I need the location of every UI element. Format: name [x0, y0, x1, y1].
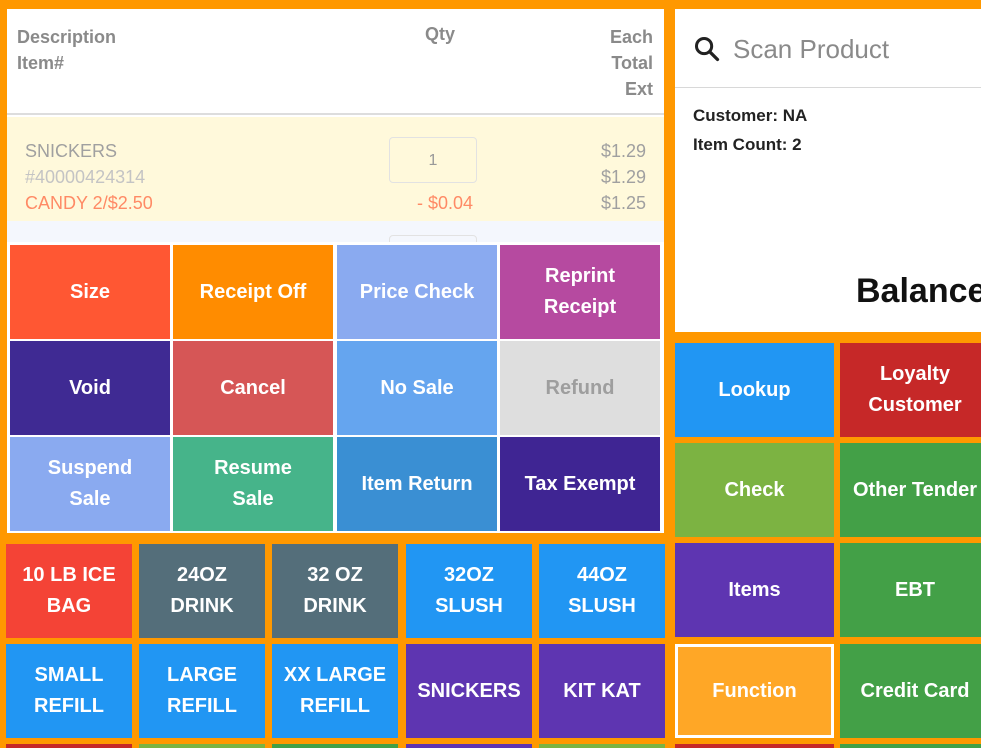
- product-large-refill-button[interactable]: LARGE REFILL: [139, 644, 265, 738]
- header-qty: Qty: [425, 24, 456, 44]
- function-no-sale-button[interactable]: No Sale: [337, 341, 497, 435]
- action-lookup-button[interactable]: Lookup: [675, 343, 834, 437]
- product-snickers-button[interactable]: SNICKERS: [406, 644, 532, 738]
- function-tax-exempt-button[interactable]: Tax Exempt: [500, 437, 660, 531]
- function-cancel-button[interactable]: Cancel: [173, 341, 333, 435]
- function-refund-label: Refund: [545, 376, 615, 399]
- product-button-partial[interactable]: [139, 744, 265, 748]
- header-item-number: Item#: [17, 53, 65, 73]
- product-32oz-slush-button[interactable]: 32OZ SLUSH: [406, 544, 532, 638]
- product-kit-kat-label: KIT KAT: [563, 679, 641, 702]
- item-count-label: Item Count: 2: [693, 135, 802, 154]
- receipt-header: Description Item# Qty Each Total Ext: [7, 9, 664, 115]
- product-32-oz-drink-button[interactable]: 32 OZ DRINK: [272, 544, 398, 638]
- function-price-check-label: Price Check: [359, 280, 475, 303]
- product-10-lb-ice-bag-label: 10 LB ICE BAG: [22, 564, 116, 617]
- product-button-partial[interactable]: [539, 744, 665, 748]
- function-reprint-receipt-button[interactable]: Reprint Receipt: [500, 245, 660, 339]
- product-44oz-slush-label: 44OZ SLUSH: [568, 564, 636, 617]
- function-refund-button[interactable]: Refund: [500, 341, 660, 435]
- product-24oz-drink-label: 24OZ DRINK: [170, 564, 234, 617]
- receipt-line-item-partial[interactable]: [7, 221, 664, 244]
- search-icon[interactable]: [693, 35, 721, 63]
- product-small-refill-button[interactable]: SMALL REFILL: [6, 644, 132, 738]
- product-xx-large-refill-button[interactable]: XX LARGE REFILL: [272, 644, 398, 738]
- product-24oz-drink-button[interactable]: 24OZ DRINK: [139, 544, 265, 638]
- function-resume-sale-button[interactable]: Resume Sale: [173, 437, 333, 531]
- line-item-discount: - $0.04: [417, 193, 474, 213]
- function-tax-exempt-label: Tax Exempt: [524, 472, 636, 495]
- action-ebt-label: EBT: [895, 578, 935, 601]
- quantity-field-partial[interactable]: [389, 235, 477, 244]
- function-no-sale-label: No Sale: [380, 376, 454, 399]
- info-panel: Customer: NA Item Count: 2 Balance: [675, 9, 981, 332]
- product-44oz-slush-button[interactable]: 44OZ SLUSH: [539, 544, 665, 638]
- line-item-number: #40000424314: [25, 167, 146, 187]
- header-total: Total: [611, 53, 653, 73]
- receipt-panel: Description Item# Qty Each Total Ext SNI…: [7, 9, 664, 244]
- action-items-label: Items: [728, 578, 781, 601]
- function-receipt-off-label: Receipt Off: [199, 280, 307, 303]
- action-button-partial[interactable]: [675, 744, 834, 748]
- product-button-partial[interactable]: [6, 744, 132, 748]
- customer-label: Customer: NA: [693, 106, 808, 125]
- function-resume-sale-label: Resume Sale: [214, 457, 292, 510]
- header-description: Description: [17, 27, 117, 47]
- product-kit-kat-button[interactable]: KIT KAT: [539, 644, 665, 738]
- function-reprint-receipt-label: Reprint Receipt: [543, 265, 617, 318]
- product-large-refill-label: LARGE REFILL: [167, 664, 237, 717]
- header-ext: Ext: [624, 79, 653, 99]
- function-void-button[interactable]: Void: [10, 341, 170, 435]
- quantity-field[interactable]: 1: [389, 137, 477, 183]
- function-void-label: Void: [69, 376, 111, 399]
- line-item-name: SNICKERS: [25, 141, 118, 161]
- line-item-total: $1.29: [600, 167, 646, 187]
- line-item-ext: $1.25: [600, 193, 646, 213]
- function-receipt-off-button[interactable]: Receipt Off: [173, 245, 333, 339]
- action-loyalty-customer-label: Loyalty Customer: [868, 363, 962, 416]
- product-button-partial[interactable]: [272, 744, 398, 748]
- action-button-partial[interactable]: [840, 744, 981, 748]
- action-other-tender-button[interactable]: Other Tender: [840, 443, 981, 537]
- action-lookup-label: Lookup: [718, 378, 791, 401]
- action-function-button[interactable]: Function: [675, 644, 834, 738]
- line-item-each: $1.29: [600, 141, 646, 161]
- function-item-return-label: Item Return: [361, 472, 473, 495]
- line-item-promo: CANDY 2/$2.50: [25, 193, 153, 213]
- search-bar: [675, 9, 981, 88]
- product-button-partial[interactable]: [406, 744, 532, 748]
- action-check-button[interactable]: Check: [675, 443, 834, 537]
- function-price-check-button[interactable]: Price Check: [337, 245, 497, 339]
- action-check-label: Check: [724, 478, 785, 501]
- function-size-label: Size: [69, 280, 111, 303]
- scan-product-input[interactable]: [733, 29, 973, 69]
- receipt-line-item[interactable]: SNICKERS #40000424314 CANDY 2/$2.50 1 - …: [7, 117, 664, 221]
- function-size-button[interactable]: Size: [10, 245, 170, 339]
- product-10-lb-ice-bag-button[interactable]: 10 LB ICE BAG: [6, 544, 132, 638]
- function-cancel-label: Cancel: [220, 376, 286, 399]
- action-other-tender-label: Other Tender: [852, 478, 978, 501]
- product-32-oz-drink-label: 32 OZ DRINK: [303, 564, 367, 617]
- action-credit-card-button[interactable]: Credit Card: [840, 644, 981, 738]
- action-items-button[interactable]: Items: [675, 543, 834, 637]
- product-snickers-label: SNICKERS: [417, 679, 521, 702]
- product-32oz-slush-label: 32OZ SLUSH: [435, 564, 503, 617]
- action-credit-card-label: Credit Card: [860, 679, 970, 702]
- function-suspend-sale-button[interactable]: Suspend Sale: [10, 437, 170, 531]
- action-ebt-button[interactable]: EBT: [840, 543, 981, 637]
- product-xx-large-refill-label: XX LARGE REFILL: [283, 664, 387, 717]
- action-loyalty-customer-button[interactable]: Loyalty Customer: [840, 343, 981, 437]
- action-function-label: Function: [712, 679, 797, 702]
- function-suspend-sale-label: Suspend Sale: [47, 457, 133, 510]
- function-item-return-button[interactable]: Item Return: [337, 437, 497, 531]
- product-small-refill-label: SMALL REFILL: [34, 664, 104, 717]
- header-each: Each: [609, 27, 653, 47]
- balance-label: Balance: [856, 272, 981, 310]
